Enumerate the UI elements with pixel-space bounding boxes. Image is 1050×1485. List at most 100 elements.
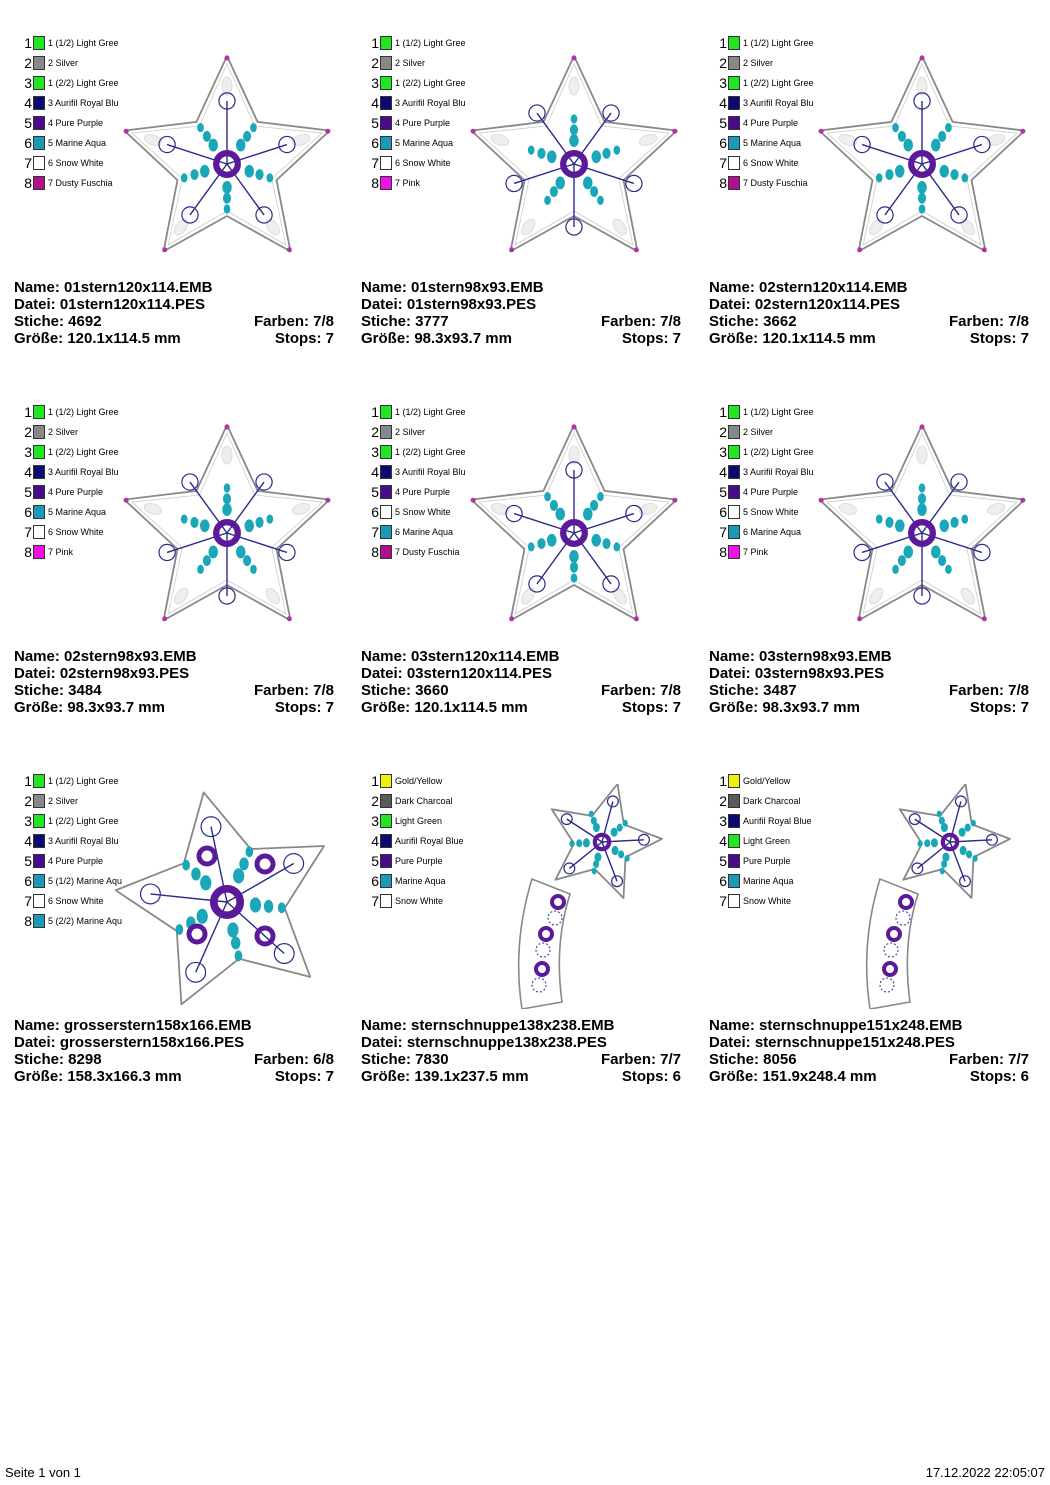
motif-bead — [945, 564, 952, 575]
color-legend: 1 Gold/Yellow 2 Dark Charcoal 3 Aurifil Royal… — [713, 771, 823, 911]
color-legend-item: 6 5 (1/2) Marine Aqu — [18, 871, 128, 891]
color-legend: 1 1 (1/2) Light Gree 2 2 Silver 3 1 (2/2) Lig… — [18, 771, 128, 931]
color-name: 6 Snow White — [743, 158, 799, 168]
motif-bead — [941, 860, 948, 869]
color-step-number: 8 — [371, 544, 379, 560]
motif-bead — [546, 533, 557, 547]
motif-bead — [569, 561, 579, 573]
design-card: 1 1 (1/2) Light Gree 2 2 Silver 3 1 (2/2) Lig… — [10, 397, 350, 737]
white-satin-tip — [868, 587, 884, 605]
color-legend-item: 2 2 Silver — [18, 422, 128, 442]
motif-bead — [959, 845, 967, 856]
color-swatch — [380, 465, 392, 479]
design-info: Name: 03stern120x114.EMB Datei: 03stern12… — [361, 648, 681, 716]
motif-bead — [602, 147, 611, 159]
stitch-count: Stiche: 3487 — [709, 682, 797, 699]
motif-bead — [239, 857, 249, 871]
color-swatch — [33, 485, 45, 499]
color-swatch — [33, 545, 45, 559]
color-count: Farben: 7/8 — [948, 313, 1029, 330]
small-snowflake — [895, 910, 911, 926]
design-card: 1 Gold/Yellow 2 Dark Charcoal 3 Light Green 4 A… — [357, 766, 697, 1106]
color-name: 2 Silver — [48, 427, 79, 437]
motif-bead — [602, 538, 611, 550]
color-name: 5 Marine Aqua — [48, 138, 107, 148]
motif-swirl — [185, 961, 207, 983]
motif-bead — [624, 854, 630, 862]
color-step-number: 7 — [719, 893, 727, 909]
motif-swirl — [950, 473, 968, 491]
color-step-number: 1 — [371, 773, 379, 789]
color-swatch — [33, 894, 45, 908]
stitch-color-row: Stiche: 3662 Farben: 7/8 — [709, 313, 1029, 330]
motif-bead — [222, 192, 232, 204]
design-info: Name: 03stern98x93.EMB Datei: 03stern98x9… — [709, 648, 1029, 716]
color-name: 1 (1/2) Light Gree — [743, 38, 814, 48]
motif-swirl — [255, 206, 273, 224]
color-swatch — [380, 156, 392, 170]
motif-bead — [537, 147, 546, 159]
motif-bead — [263, 899, 274, 913]
motif-bead — [897, 130, 906, 142]
color-swatch — [33, 156, 45, 170]
center-ring — [908, 150, 936, 178]
color-swatch — [380, 894, 392, 908]
snowflake-motif — [908, 795, 998, 888]
color-name: 6 Snow White — [48, 158, 104, 168]
color-legend-item: 2 2 Silver — [365, 53, 475, 73]
motif-bead — [939, 164, 950, 178]
fuschia-tip-mark — [981, 616, 987, 622]
white-satin-tip — [173, 587, 189, 605]
design-card: 1 Gold/Yellow 2 Dark Charcoal 3 Aurifil Royal… — [705, 766, 1045, 1106]
color-step-number: 4 — [719, 464, 727, 480]
purple-ring — [550, 894, 566, 910]
color-legend-item: 5 Pure Purple — [713, 851, 823, 871]
color-legend-item: 6 5 Marine Aqua — [365, 133, 475, 153]
motif-swirl — [973, 543, 991, 562]
color-legend-item: 8 7 Dusty Fuschia — [365, 542, 475, 562]
color-swatch — [380, 56, 392, 70]
motif-swirl — [560, 813, 573, 826]
color-name: Gold/Yellow — [395, 776, 443, 786]
color-step-number: 8 — [719, 544, 727, 560]
color-legend-item: 6 Marine Aqua — [713, 871, 823, 891]
design-size: Größe: 158.3x166.3 mm — [14, 1068, 182, 1085]
motif-bead — [950, 516, 959, 528]
color-name: 1 (2/2) Light Gree — [48, 78, 119, 88]
motif-bead — [892, 122, 899, 133]
motif-bead — [569, 550, 579, 563]
motif-swirl — [278, 543, 296, 562]
color-step-number: 2 — [371, 793, 379, 809]
snowflake-motif — [158, 473, 296, 605]
design-file: Datei: 02stern120x114.PES — [709, 296, 900, 313]
color-step-number: 1 — [24, 404, 32, 420]
star-outline — [550, 784, 663, 899]
color-step-number: 3 — [371, 444, 379, 460]
embroidery-design-preview — [470, 424, 678, 622]
motif-bead — [570, 114, 578, 124]
color-swatch — [728, 465, 740, 479]
color-step-number: 2 — [24, 793, 32, 809]
motif-bead — [592, 822, 600, 833]
fuschia-tip-mark — [571, 55, 577, 61]
fuschia-tip-mark — [224, 424, 230, 430]
color-name: 6 Snow White — [48, 527, 104, 537]
motif-swirl — [158, 135, 176, 154]
white-satin-tip — [916, 76, 928, 96]
motif-bead — [591, 533, 602, 547]
color-swatch — [380, 96, 392, 110]
white-satin-tip — [638, 502, 658, 515]
motif-bead — [610, 827, 618, 837]
purple-ring — [898, 894, 914, 910]
motif-swirl — [950, 206, 968, 224]
motif-swirl — [181, 473, 199, 491]
stitch-color-row: Stiche: 4692 Farben: 7/8 — [14, 313, 334, 330]
color-name: 7 Dusty Fuschia — [48, 178, 113, 188]
color-legend-item: 8 7 Dusty Fuschia — [18, 173, 128, 193]
fuschia-tip-mark — [286, 247, 292, 253]
color-swatch — [728, 76, 740, 90]
motif-bead — [244, 164, 255, 178]
stitch-count: Stiche: 3662 — [709, 313, 797, 330]
color-step-number: 3 — [371, 813, 379, 829]
color-name: 1 (2/2) Light Gree — [743, 447, 814, 457]
